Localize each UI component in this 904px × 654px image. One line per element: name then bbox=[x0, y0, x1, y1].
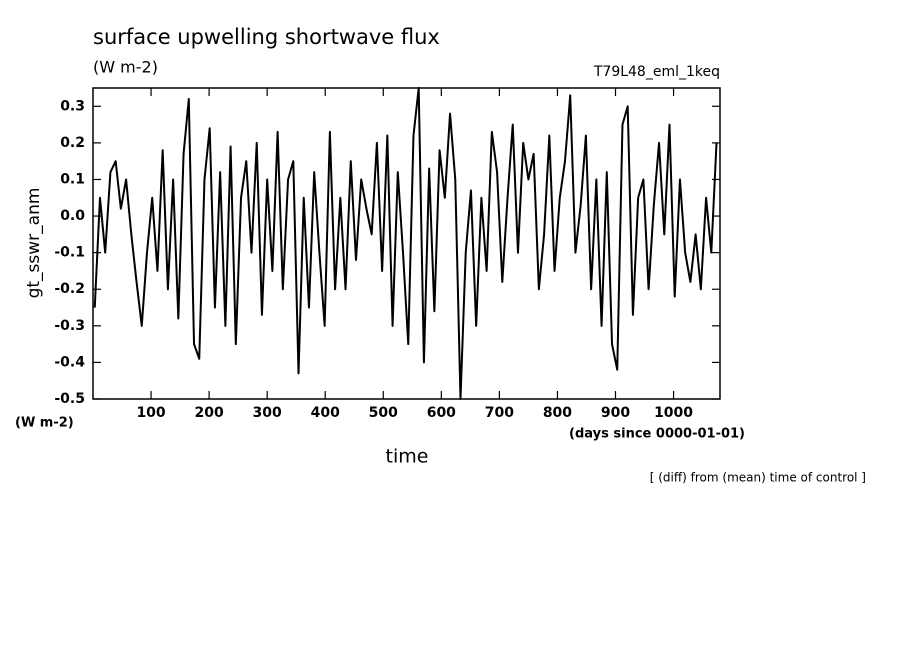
x-tick-label: 900 bbox=[601, 405, 630, 421]
y-tick-label: -0.5 bbox=[54, 391, 85, 407]
subtitle: (W m-2) bbox=[93, 58, 158, 77]
x-tick-label: 1000 bbox=[654, 405, 693, 421]
x-tick-label: 100 bbox=[136, 405, 165, 421]
x-tick-label: 700 bbox=[485, 405, 514, 421]
note: [ (diff) from (mean) time of control ] bbox=[650, 471, 866, 485]
y-tick-label: 0.3 bbox=[60, 98, 85, 114]
x-axis-label: time bbox=[386, 446, 429, 468]
x-unit-label: (days since 0000-01-01) bbox=[569, 427, 745, 442]
y-tick-label: 0.1 bbox=[60, 171, 85, 187]
x-tick-label: 300 bbox=[253, 405, 282, 421]
y-tick-label: -0.2 bbox=[54, 281, 85, 297]
y-tick-label: 0.2 bbox=[60, 135, 85, 151]
y-axis-label: gt_sswr_anm bbox=[24, 188, 44, 299]
plot-frame bbox=[92, 87, 721, 400]
chart-title: surface upwelling shortwave flux bbox=[93, 25, 440, 49]
x-tick-label: 600 bbox=[427, 405, 456, 421]
x-tick-label: 400 bbox=[311, 405, 340, 421]
x-tick-label: 200 bbox=[194, 405, 223, 421]
x-tick-label: 500 bbox=[369, 405, 398, 421]
x-tick-label: 800 bbox=[543, 405, 572, 421]
y-tick-label: -0.4 bbox=[54, 354, 85, 370]
y-tick-label: -0.3 bbox=[54, 318, 85, 334]
data-line bbox=[93, 87, 718, 400]
run-label: T79L48_eml_1keq bbox=[593, 64, 720, 80]
y-unit-label: (W m-2) bbox=[15, 416, 74, 431]
y-tick-label: -0.1 bbox=[54, 245, 85, 261]
y-tick-label: 0.0 bbox=[60, 208, 85, 224]
